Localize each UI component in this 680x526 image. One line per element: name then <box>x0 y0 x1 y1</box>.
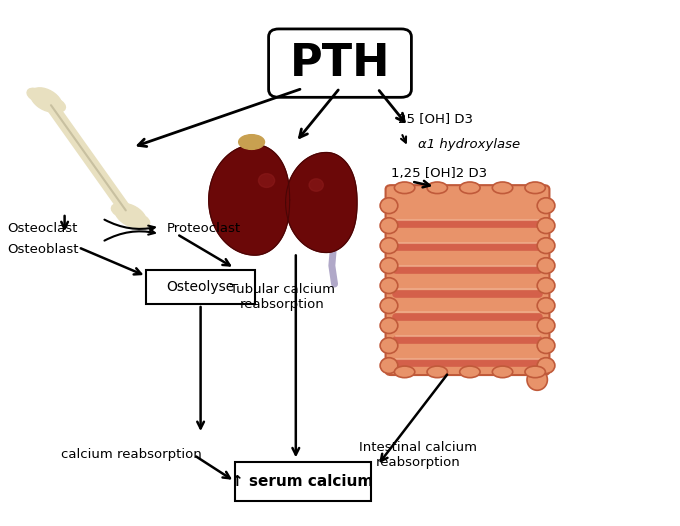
Ellipse shape <box>537 358 555 373</box>
Text: 1,25 [OH]2 D3: 1,25 [OH]2 D3 <box>391 167 487 180</box>
Ellipse shape <box>380 298 398 313</box>
Polygon shape <box>209 145 290 255</box>
Text: PTH: PTH <box>290 42 390 85</box>
Ellipse shape <box>31 88 62 112</box>
Ellipse shape <box>239 135 265 149</box>
Bar <box>235 462 371 501</box>
Ellipse shape <box>537 278 555 294</box>
Ellipse shape <box>27 88 44 101</box>
Ellipse shape <box>537 218 555 234</box>
Ellipse shape <box>133 215 150 227</box>
Ellipse shape <box>492 366 513 378</box>
FancyBboxPatch shape <box>269 29 411 97</box>
Text: Intestinal calcium
reabsorption: Intestinal calcium reabsorption <box>359 441 477 469</box>
Ellipse shape <box>380 258 398 274</box>
Ellipse shape <box>492 182 513 194</box>
Ellipse shape <box>258 174 275 187</box>
Ellipse shape <box>537 238 555 254</box>
Ellipse shape <box>537 338 555 353</box>
Text: Osteoblast: Osteoblast <box>7 244 78 256</box>
Ellipse shape <box>460 182 480 194</box>
Ellipse shape <box>537 298 555 313</box>
Ellipse shape <box>112 204 128 217</box>
Text: Osteoclast: Osteoclast <box>7 222 77 235</box>
Ellipse shape <box>525 182 545 194</box>
Text: Proteoclast: Proteoclast <box>167 222 241 235</box>
Ellipse shape <box>460 366 480 378</box>
Ellipse shape <box>394 366 415 378</box>
Text: 25 [OH] D3: 25 [OH] D3 <box>398 112 473 125</box>
Ellipse shape <box>380 198 398 214</box>
Ellipse shape <box>394 182 415 194</box>
Ellipse shape <box>380 278 398 294</box>
Ellipse shape <box>380 218 398 234</box>
Ellipse shape <box>537 318 555 333</box>
Ellipse shape <box>427 366 447 378</box>
Ellipse shape <box>527 369 547 390</box>
FancyBboxPatch shape <box>386 185 549 375</box>
Ellipse shape <box>309 179 324 191</box>
Ellipse shape <box>49 99 65 112</box>
Ellipse shape <box>115 204 146 228</box>
Text: α1 hydroxylase: α1 hydroxylase <box>418 138 520 151</box>
Ellipse shape <box>380 318 398 333</box>
Ellipse shape <box>380 238 398 254</box>
Text: ↑ serum calcium: ↑ serum calcium <box>231 474 374 489</box>
Text: Osteolyse: Osteolyse <box>167 280 235 294</box>
Ellipse shape <box>380 338 398 353</box>
Ellipse shape <box>525 366 545 378</box>
Ellipse shape <box>427 182 447 194</box>
Ellipse shape <box>537 258 555 274</box>
Ellipse shape <box>380 358 398 373</box>
Ellipse shape <box>537 198 555 214</box>
Bar <box>146 270 255 304</box>
Text: calcium reabsorption: calcium reabsorption <box>61 449 202 461</box>
Polygon shape <box>286 153 357 252</box>
Text: Tubular calcium
reabsorption: Tubular calcium reabsorption <box>230 283 335 311</box>
